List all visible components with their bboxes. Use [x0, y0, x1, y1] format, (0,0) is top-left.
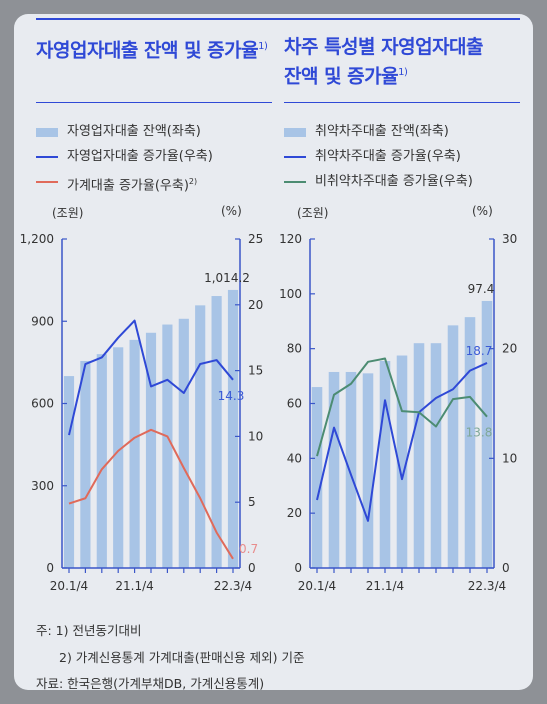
- legend-label: 자영업자대출 증가율(우축): [67, 149, 213, 164]
- y-left-tick-label: 20: [287, 506, 302, 520]
- y-right-tick-label: 30: [502, 232, 517, 246]
- data-label: 18.7: [466, 344, 493, 358]
- series-line: [68, 319, 234, 436]
- legend-label: 취약차주대출 잔액(좌축): [315, 124, 449, 139]
- data-label: 97.4: [468, 282, 495, 296]
- y-right-tick-label: 25: [248, 232, 263, 246]
- series-line: [316, 357, 488, 457]
- y-right-tick-label: 0: [248, 561, 256, 575]
- bar: [227, 289, 239, 568]
- bar: [328, 371, 340, 568]
- right-title-line2: 잔액 및 증가율: [284, 65, 399, 88]
- y-right-tick-label: 20: [502, 342, 517, 356]
- y-left-tick-label: 100: [279, 287, 302, 301]
- legend-bar-swatch: [36, 128, 58, 137]
- left-title-text: 자영업자대출 잔액 및 증가율: [36, 39, 259, 62]
- right-title-divider: [284, 102, 520, 103]
- legend-green-line-swatch: [284, 181, 306, 183]
- legend-blue-line-swatch: [284, 156, 306, 158]
- legend-red-line-swatch: [36, 181, 58, 183]
- x-tick-label: 21.1/4: [115, 579, 153, 593]
- bar: [113, 347, 124, 568]
- x-tick-label: 21.1/4: [366, 579, 404, 593]
- left-chart-left-unit: (조원): [52, 206, 84, 220]
- left-title-divider: [36, 102, 272, 103]
- bar: [96, 354, 107, 568]
- data-label: 0.7: [239, 542, 258, 556]
- bar: [447, 325, 459, 568]
- y-left-tick-label: 0: [294, 561, 302, 575]
- bar: [396, 355, 408, 568]
- chart-panel-2: [309, 238, 495, 573]
- note-line-1: 주: 1) 전년동기대비: [36, 623, 142, 638]
- legend-label: 가계대출 증가율(우축): [67, 178, 189, 194]
- data-label: 14.3: [218, 389, 245, 403]
- series-line: [316, 362, 488, 522]
- top-rule: [36, 18, 520, 20]
- y-right-tick-label: 10: [502, 451, 517, 465]
- bar: [430, 343, 442, 568]
- y-right-tick-label: 5: [248, 495, 256, 509]
- figure-card: 자영업자대출 잔액 및 증가율1) 차주 특성별 자영업자대출 잔액 및 증가율…: [14, 14, 533, 690]
- bar: [129, 339, 140, 568]
- legend-label: 취약차주대출 증가율(우축): [315, 149, 461, 164]
- bar: [211, 296, 222, 568]
- data-label: 1,014.2: [204, 271, 250, 285]
- bar: [80, 361, 91, 568]
- bar: [311, 387, 323, 568]
- note-line-3: 자료: 한국은행(가계부채DB, 가계신용통계): [36, 676, 265, 690]
- y-left-tick-label: 1,200: [20, 232, 54, 246]
- left-chart-right-unit: (%): [221, 204, 242, 218]
- right-chart-right-unit: (%): [472, 204, 493, 218]
- legend-footnote: 2): [188, 177, 198, 186]
- bar: [178, 318, 189, 568]
- y-left-tick-label: 40: [287, 451, 302, 465]
- y-right-tick-label: 15: [248, 364, 263, 378]
- x-tick-label: 20.1/4: [50, 579, 88, 593]
- bar: [481, 300, 493, 568]
- bar: [145, 332, 157, 568]
- series-line: [68, 428, 234, 560]
- right-title-footnote: 1): [398, 67, 408, 78]
- bar: [162, 324, 173, 568]
- y-left-tick-label: 300: [31, 479, 54, 493]
- x-tick-label: 22.3/4: [468, 579, 506, 593]
- legend-blue-line-swatch: [36, 156, 58, 158]
- left-title-footnote: 1): [258, 41, 268, 52]
- bar: [345, 371, 357, 568]
- x-tick-label: 22.3/4: [214, 579, 252, 593]
- y-left-tick-label: 80: [287, 342, 302, 356]
- right-panel-title: 차주 특성별 자영업자대출 잔액 및 증가율1): [284, 34, 484, 89]
- data-label: 13.8: [466, 426, 493, 440]
- bar: [195, 305, 206, 568]
- y-left-tick-label: 120: [279, 232, 302, 246]
- y-right-tick-label: 10: [248, 429, 263, 443]
- y-right-tick-label: 20: [248, 298, 263, 312]
- x-tick-label: 20.1/4: [298, 579, 336, 593]
- y-right-tick-label: 0: [502, 561, 510, 575]
- bar: [464, 317, 476, 568]
- y-left-tick-label: 60: [287, 397, 302, 411]
- legend-bar-swatch: [284, 128, 306, 137]
- bar: [413, 343, 425, 568]
- right-title-line1: 차주 특성별 자영업자대출: [284, 36, 484, 58]
- y-left-tick-label: 600: [31, 397, 54, 411]
- note-line-2: 2) 가계신용통계 가계대출(판매신용 제외) 기준: [59, 650, 305, 665]
- chart-panel-1: [61, 238, 241, 573]
- bar: [63, 376, 75, 568]
- left-panel-title: 자영업자대출 잔액 및 증가율1): [36, 34, 268, 63]
- bar: [362, 373, 374, 568]
- legend-label: 비취약차주대출 증가율(우축): [315, 174, 473, 189]
- bar: [379, 361, 391, 568]
- right-chart-left-unit: (조원): [297, 206, 329, 220]
- legend-label: 자영업자대출 잔액(좌축): [67, 124, 201, 139]
- y-left-tick-label: 900: [31, 314, 54, 328]
- y-left-tick-label: 0: [46, 561, 54, 575]
